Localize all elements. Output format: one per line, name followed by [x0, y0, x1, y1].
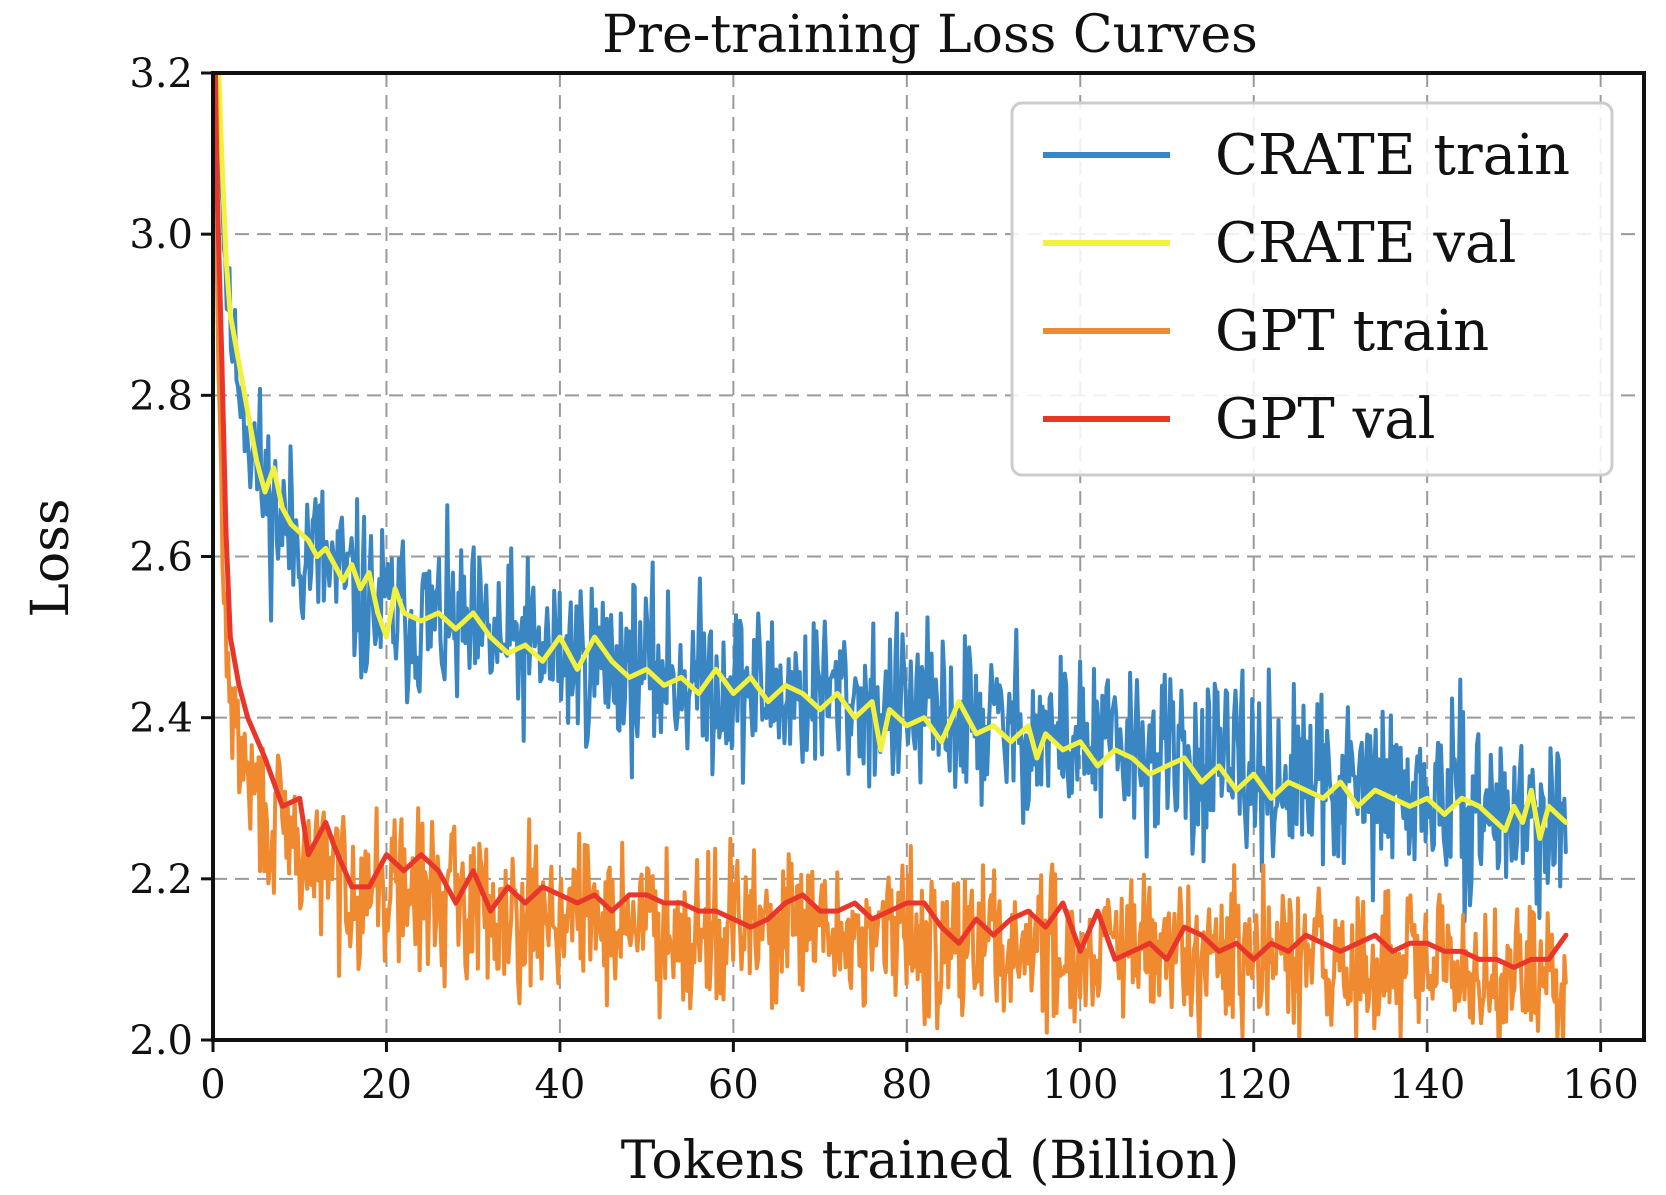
y-tick-label: 2.4 — [129, 696, 193, 742]
axis-ticks: 0 20 40 60 80 100 120 140 160 2.0 2.2 2.4 2.6 2.8 3.0 3… — [129, 51, 1638, 1108]
y-tick-label: 2.6 — [129, 535, 193, 581]
legend-label: CRATE val — [1215, 211, 1516, 276]
series-line-crate-train — [215, 73, 1568, 924]
series-line-crate-val — [216, 73, 1569, 841]
y-tick-label: 2.2 — [129, 857, 193, 903]
x-tick-label: 20 — [361, 1062, 412, 1108]
x-tick-label: 60 — [708, 1062, 759, 1108]
y-tick-label: 2.0 — [129, 1018, 193, 1064]
x-tick-label: 40 — [534, 1062, 585, 1108]
y-tick-label: 3.0 — [129, 212, 193, 258]
series-line-gpt-val — [213, 73, 1569, 970]
series-line-gpt-train — [213, 168, 1568, 1040]
legend-label: GPT val — [1215, 387, 1436, 452]
x-axis-label: Tokens trained (Billion) — [621, 1131, 1240, 1190]
legend-label: CRATE train — [1215, 123, 1570, 188]
x-tick-label: 160 — [1562, 1062, 1638, 1108]
x-tick-label: 100 — [1042, 1062, 1118, 1108]
chart-title: Pre-training Loss Curves — [602, 5, 1258, 65]
x-tick-label: 120 — [1216, 1062, 1292, 1108]
x-tick-label: 0 — [200, 1062, 225, 1108]
legend-label: GPT train — [1215, 299, 1489, 364]
x-tick-label: 140 — [1389, 1062, 1465, 1108]
legend-box — [1010, 101, 1614, 477]
series-layer — [213, 73, 1569, 1040]
legend: CRATE train CRATE val GPT train GPT val — [1010, 101, 1614, 477]
y-axis-label: Loss — [21, 498, 81, 617]
x-tick-label: 80 — [881, 1062, 932, 1108]
y-tick-label: 3.2 — [129, 51, 193, 97]
y-tick-label: 2.8 — [129, 373, 193, 419]
